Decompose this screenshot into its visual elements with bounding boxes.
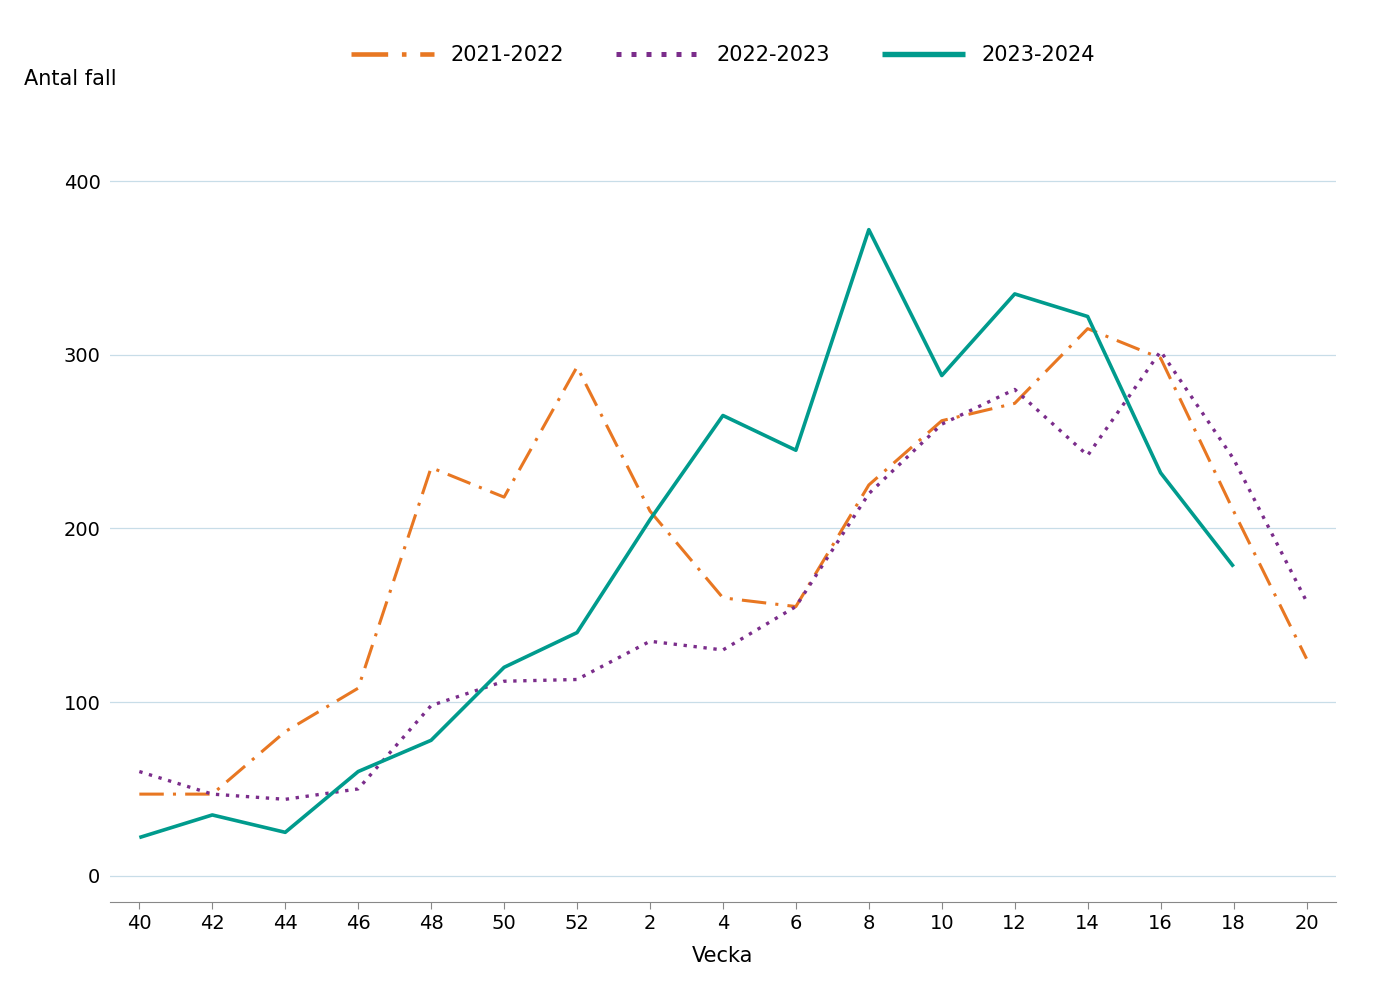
2021-2022 <box>715 592 731 604</box>
2021-2022 <box>569 361 585 373</box>
2022-2023 <box>131 766 147 778</box>
2022-2023 <box>1080 450 1096 462</box>
2022-2023 <box>715 644 731 656</box>
2021-2022 <box>934 415 950 427</box>
2023-2024 <box>569 626 585 638</box>
2022-2023 <box>277 794 293 806</box>
2023-2024 <box>1007 288 1023 300</box>
2021-2022 <box>350 682 366 694</box>
2023-2024 <box>788 444 804 456</box>
2021-2022 <box>642 505 658 517</box>
Text: Antal fall: Antal fall <box>25 69 117 89</box>
2023-2024 <box>934 370 950 382</box>
2021-2022 <box>204 789 220 801</box>
2021-2022 <box>1299 652 1315 664</box>
2021-2022 <box>861 479 877 491</box>
Line: 2023-2024: 2023-2024 <box>139 229 1234 838</box>
2023-2024 <box>642 514 658 526</box>
2023-2024 <box>204 809 220 821</box>
2023-2024 <box>1080 311 1096 323</box>
Line: 2022-2023: 2022-2023 <box>139 352 1307 800</box>
2021-2022 <box>277 725 293 737</box>
2023-2024 <box>496 661 512 673</box>
2023-2024 <box>715 410 731 422</box>
X-axis label: Vecka: Vecka <box>693 947 753 967</box>
2021-2022 <box>1153 352 1169 364</box>
2022-2023 <box>934 418 950 430</box>
2021-2022 <box>496 491 512 503</box>
2022-2023 <box>350 783 366 795</box>
2022-2023 <box>861 488 877 500</box>
2022-2023 <box>1007 384 1023 396</box>
2023-2024 <box>277 827 293 839</box>
2021-2022 <box>423 462 439 474</box>
2021-2022 <box>131 789 147 801</box>
2022-2023 <box>569 673 585 685</box>
Line: 2021-2022: 2021-2022 <box>139 329 1307 795</box>
2021-2022 <box>788 600 804 612</box>
2022-2023 <box>1299 595 1315 607</box>
2022-2023 <box>1226 453 1242 465</box>
2023-2024 <box>861 223 877 235</box>
2023-2024 <box>1226 560 1242 572</box>
Legend: 2021-2022, 2022-2023, 2023-2024: 2021-2022, 2022-2023, 2023-2024 <box>343 37 1103 73</box>
2022-2023 <box>423 699 439 711</box>
2021-2022 <box>1007 398 1023 410</box>
2022-2023 <box>642 635 658 647</box>
2023-2024 <box>1153 467 1169 479</box>
2021-2022 <box>1226 505 1242 517</box>
2022-2023 <box>1153 346 1169 358</box>
2022-2023 <box>788 600 804 612</box>
2023-2024 <box>131 832 147 844</box>
2021-2022 <box>1080 323 1096 335</box>
2023-2024 <box>350 766 366 778</box>
2022-2023 <box>204 789 220 801</box>
2022-2023 <box>496 675 512 687</box>
2023-2024 <box>423 734 439 746</box>
